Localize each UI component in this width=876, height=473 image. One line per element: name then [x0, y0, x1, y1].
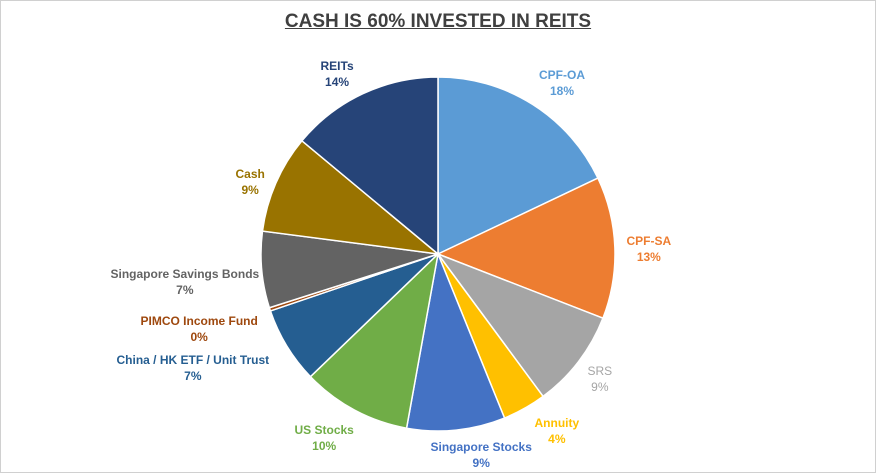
slice-label-name: PIMCO Income Fund — [140, 314, 258, 328]
slice-label-name: Singapore Stocks — [430, 440, 532, 454]
slice-label-value: 0% — [190, 330, 208, 344]
slice-label-value: 4% — [548, 432, 566, 446]
slice-label-name: REITs — [320, 59, 354, 73]
slice-label-name: CPF-SA — [626, 234, 672, 248]
slice-label-name: US Stocks — [294, 423, 354, 437]
chart-title: CASH IS 60% INVESTED IN REITS — [284, 11, 592, 32]
pie-slice-reits — [300, 76, 439, 256]
slice-label-annuity: Annuity 4% — [535, 415, 580, 447]
pie-slice-cpf-oa — [437, 76, 599, 256]
slice-label-value: 7% — [184, 369, 202, 383]
slice-label-us-stocks: US Stocks 10% — [295, 422, 354, 454]
slice-label-value: 9% — [472, 456, 490, 470]
slice-label-singapore-stocks: Singapore Stocks 9% — [431, 439, 532, 471]
slice-label-name: CPF-OA — [539, 68, 585, 82]
slice-label-name: China / HK ETF / Unit Trust — [116, 353, 270, 367]
pie-slice-cash — [261, 139, 441, 256]
slice-label-srs: SRS 9% — [588, 363, 613, 395]
slice-label-name: SRS — [587, 364, 613, 378]
slice-label-china-hk-etf-unit-trust: China / HK ETF / Unit Trust 7% — [117, 352, 270, 384]
slice-label-pimco-income-fund: PIMCO Income Fund 0% — [141, 313, 258, 345]
pie-slice-cpf-sa — [436, 177, 616, 320]
slice-label-singapore-savings-bonds: Singapore Savings Bonds 7% — [111, 266, 260, 298]
slice-label-value: 7% — [176, 283, 194, 297]
pie-slice-us-stocks — [309, 251, 440, 430]
pie-slice-singapore-stocks — [405, 251, 506, 432]
slice-label-cash: Cash 9% — [236, 166, 265, 198]
slice-label-value: 10% — [312, 439, 337, 453]
slice-label-name: Cash — [235, 167, 265, 181]
slice-label-reits: REITs 14% — [321, 58, 354, 90]
slice-label-value: 13% — [636, 250, 661, 264]
slice-label-value: 14% — [325, 75, 350, 89]
slice-label-name: Annuity — [534, 416, 580, 430]
pie-slice-srs — [435, 252, 604, 398]
slice-label-value: 18% — [549, 84, 575, 98]
slice-label-value: 9% — [591, 380, 609, 394]
slice-label-cpf-oa: CPF-OA 18% — [539, 67, 585, 99]
slice-label-name: Singapore Savings Bonds — [110, 267, 260, 281]
slice-label-cpf-sa: CPF-SA 13% — [627, 233, 672, 265]
slice-label-value: 9% — [241, 183, 259, 197]
